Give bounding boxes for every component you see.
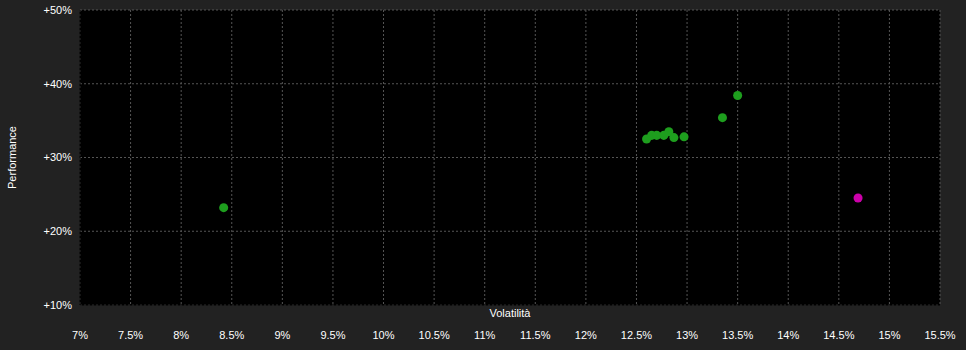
svg-text:9.5%: 9.5%: [320, 329, 345, 341]
svg-text:+50%: +50%: [44, 4, 73, 16]
svg-text:7.5%: 7.5%: [118, 329, 143, 341]
svg-text:9%: 9%: [274, 329, 290, 341]
svg-text:15%: 15%: [878, 329, 900, 341]
svg-text:12.5%: 12.5%: [621, 329, 652, 341]
svg-text:11%: 11%: [474, 329, 495, 341]
svg-text:12%: 12%: [575, 329, 597, 341]
svg-text:11.5%: 11.5%: [520, 329, 551, 341]
svg-text:8.5%: 8.5%: [219, 329, 244, 341]
svg-text:15.5%: 15.5%: [924, 329, 955, 341]
svg-text:13%: 13%: [676, 329, 698, 341]
svg-text:8%: 8%: [173, 329, 189, 341]
svg-text:+10%: +10%: [44, 299, 73, 311]
svg-text:14%: 14%: [777, 329, 799, 341]
svg-text:13.5%: 13.5%: [722, 329, 753, 341]
svg-text:+20%: +20%: [44, 225, 73, 237]
svg-text:Performance: Performance: [8, 126, 18, 189]
svg-text:10.5%: 10.5%: [419, 329, 450, 341]
svg-text:+30%: +30%: [44, 151, 73, 163]
svg-text:+40%: +40%: [44, 78, 73, 90]
svg-text:7%: 7%: [72, 329, 88, 341]
svg-text:10%: 10%: [373, 329, 395, 341]
svg-text:14.5%: 14.5%: [823, 329, 854, 341]
svg-text:Volatilità: Volatilità: [490, 307, 532, 319]
